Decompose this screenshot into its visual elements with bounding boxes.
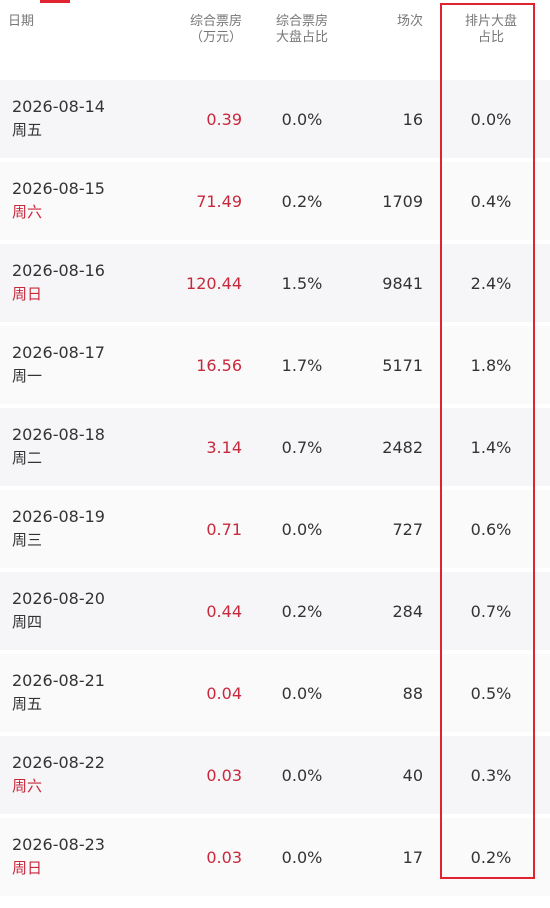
date: 2026-08-17 xyxy=(12,343,105,362)
row-bg xyxy=(0,80,550,158)
box-office: 3.14 xyxy=(206,438,242,457)
weekday: 周一 xyxy=(12,367,43,385)
market-share: 1.7% xyxy=(281,356,323,375)
header-label: 排片大盘 xyxy=(464,14,517,29)
market-share: 0.0% xyxy=(281,848,323,867)
row-bg xyxy=(0,818,550,896)
row-bg xyxy=(0,490,550,568)
date: 2026-08-19 xyxy=(12,507,105,526)
box-office: 0.03 xyxy=(206,766,242,785)
box-office: 0.03 xyxy=(206,848,242,867)
show-count: 1709 xyxy=(382,192,423,211)
row-bg xyxy=(0,408,550,486)
row-bg xyxy=(0,244,550,322)
row-bg xyxy=(0,654,550,732)
market-share: 0.0% xyxy=(281,766,323,785)
weekday: 周五 xyxy=(12,695,43,713)
weekday: 周六 xyxy=(12,777,43,795)
show-count: 16 xyxy=(402,110,423,129)
tab-indicator xyxy=(40,0,70,3)
show-count: 284 xyxy=(392,602,423,621)
market-share: 0.2% xyxy=(281,602,323,621)
row-bg xyxy=(0,326,550,404)
market-share: 1.5% xyxy=(281,274,323,293)
show-count: 5171 xyxy=(382,356,423,375)
header-label: 占比 xyxy=(477,30,504,45)
header-label: 大盘占比 xyxy=(275,30,328,45)
date: 2026-08-23 xyxy=(12,835,105,854)
schedule-share: 0.5% xyxy=(470,684,512,703)
market-share: 0.7% xyxy=(281,438,323,457)
schedule-share: 0.4% xyxy=(470,192,512,211)
weekday: 周日 xyxy=(12,285,43,303)
schedule-share: 0.7% xyxy=(470,602,512,621)
show-count: 727 xyxy=(392,520,423,539)
date: 2026-08-18 xyxy=(12,425,105,444)
box-office: 0.44 xyxy=(206,602,242,621)
header-label: 综合票房 xyxy=(275,14,328,29)
date: 2026-08-15 xyxy=(12,179,105,198)
date: 2026-08-20 xyxy=(12,589,105,608)
box-office: 71.49 xyxy=(196,192,242,211)
highlight-box xyxy=(440,3,535,879)
weekday: 周日 xyxy=(12,859,43,877)
show-count: 2482 xyxy=(382,438,423,457)
weekday: 周二 xyxy=(12,449,43,467)
schedule-share: 1.8% xyxy=(470,356,512,375)
box-office: 0.04 xyxy=(206,684,242,703)
row-bg xyxy=(0,736,550,814)
box-office: 0.71 xyxy=(206,520,242,539)
header-label: 日期 xyxy=(8,14,35,29)
show-count: 88 xyxy=(402,684,423,703)
schedule-share: 0.6% xyxy=(470,520,512,539)
box-office: 120.44 xyxy=(186,274,242,293)
box-office: 16.56 xyxy=(196,356,242,375)
row-bg xyxy=(0,162,550,240)
market-share: 0.0% xyxy=(281,520,323,539)
box-office: 0.39 xyxy=(206,110,242,129)
show-count: 9841 xyxy=(382,274,423,293)
weekday: 周五 xyxy=(12,121,43,139)
header-label: 场次 xyxy=(396,14,423,29)
date: 2026-08-14 xyxy=(12,97,105,116)
weekday: 周四 xyxy=(12,613,43,631)
weekday: 周三 xyxy=(12,531,43,549)
header-label: （万元） xyxy=(189,30,242,45)
date: 2026-08-21 xyxy=(12,671,105,690)
date: 2026-08-22 xyxy=(12,753,105,772)
header-label: 综合票房 xyxy=(189,14,242,29)
schedule-share: 1.4% xyxy=(470,438,512,457)
date: 2026-08-16 xyxy=(12,261,105,280)
schedule-share: 2.4% xyxy=(470,274,512,293)
market-share: 0.2% xyxy=(281,192,323,211)
schedule-share: 0.0% xyxy=(470,110,512,129)
row-bg xyxy=(0,572,550,650)
show-count: 40 xyxy=(402,766,423,785)
show-count: 17 xyxy=(402,848,423,867)
weekday: 周六 xyxy=(12,203,43,221)
schedule-share: 0.3% xyxy=(470,766,512,785)
market-share: 0.0% xyxy=(281,684,323,703)
schedule-share: 0.2% xyxy=(470,848,512,867)
market-share: 0.0% xyxy=(281,110,323,129)
